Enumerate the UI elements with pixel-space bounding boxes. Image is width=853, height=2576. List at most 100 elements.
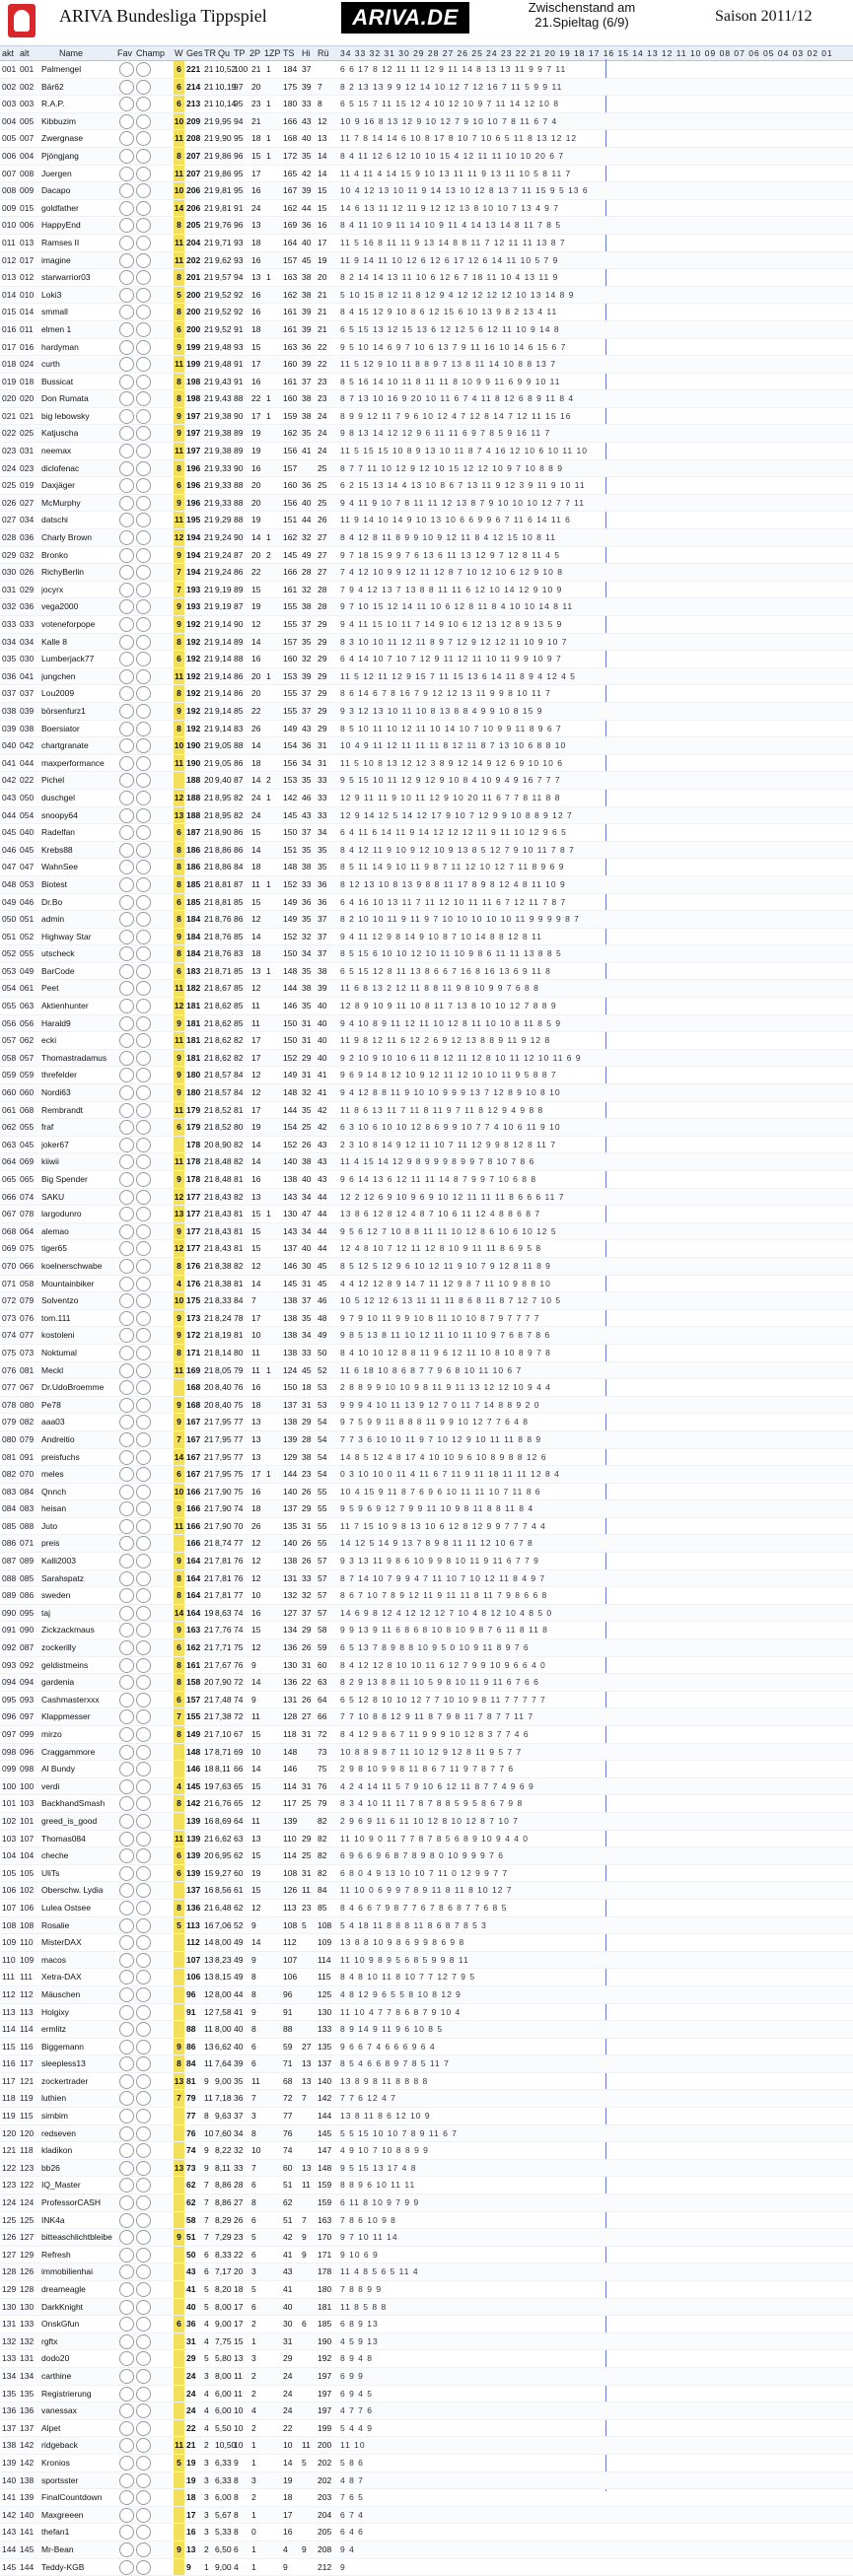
cell-name[interactable]: Bronko (41, 550, 112, 560)
col-w[interactable]: W (175, 48, 183, 58)
col-ges[interactable]: Ges (186, 48, 203, 58)
cell-name[interactable]: McMurphy (41, 498, 112, 508)
cell-name[interactable]: FinalCountdown (41, 2492, 112, 2502)
cell-name[interactable]: sleepless13 (41, 2058, 112, 2068)
cell-name[interactable]: Kalli2003 (41, 1556, 112, 1566)
cell-name[interactable]: kostoleni (41, 1330, 112, 1340)
cell-name[interactable]: joker67 (41, 1140, 112, 1149)
cell-name[interactable]: rgftx (41, 2336, 112, 2346)
cell-name[interactable]: Registrierung (41, 2389, 112, 2399)
cell-name[interactable]: Noktumal (41, 1348, 112, 1358)
cell-name[interactable]: Maxgreeen (41, 2510, 112, 2520)
cell-name[interactable]: Zickzackmaus (41, 1625, 112, 1635)
cell-name[interactable]: Klappmesser (41, 1711, 112, 1721)
cell-name[interactable]: kiiwii (41, 1156, 112, 1166)
cell-name[interactable]: DarkKnight (41, 2302, 112, 2312)
cell-name[interactable]: chartgranate (41, 740, 112, 750)
cell-name[interactable]: kladikon (41, 2145, 112, 2155)
cell-name[interactable]: big lebowsky (41, 411, 112, 421)
col-hi[interactable]: Hi (302, 48, 311, 58)
cell-name[interactable]: Kronios (41, 2458, 112, 2468)
cell-name[interactable]: ermlitz (41, 2024, 112, 2034)
cell-name[interactable]: Lumberjack77 (41, 654, 112, 663)
cell-name[interactable]: dodo20 (41, 2353, 112, 2363)
cell-name[interactable]: carthine (41, 2371, 112, 2381)
cell-name[interactable]: Krebs88 (41, 845, 112, 855)
cell-name[interactable]: koelnerschwabe (41, 1261, 112, 1271)
cell-name[interactable]: Don Rumata (41, 393, 112, 403)
cell-name[interactable]: Boersiator (41, 724, 112, 733)
cell-name[interactable]: greed_is_good (41, 1816, 112, 1826)
cell-name[interactable]: Craggammore (41, 1747, 112, 1757)
cell-name[interactable]: heisan (41, 1503, 112, 1513)
cell-name[interactable]: Xetra-DAX (41, 1972, 112, 1982)
cell-name[interactable]: Peet (41, 983, 112, 993)
cell-name[interactable]: börsenfurz1 (41, 706, 112, 716)
cell-name[interactable]: ridgeback (41, 2440, 112, 2450)
cell-name[interactable]: aaa03 (41, 1417, 112, 1427)
cell-name[interactable]: thefan1 (41, 2527, 112, 2537)
cell-name[interactable]: BackhandSmash (41, 1798, 112, 1808)
cell-name[interactable]: bb26 (41, 2163, 112, 2173)
cell-name[interactable]: Qnnch (41, 1487, 112, 1497)
cell-name[interactable]: cheche (41, 1850, 112, 1860)
cell-name[interactable]: SAKU (41, 1192, 112, 1202)
cell-name[interactable]: Holgixy (41, 2007, 112, 2017)
cell-name[interactable]: alemao (41, 1226, 112, 1236)
cell-name[interactable]: snoopy64 (41, 810, 112, 820)
cell-name[interactable]: sweden (41, 1590, 112, 1600)
col-2p[interactable]: 2P (249, 48, 260, 58)
cell-name[interactable]: jocyrx (41, 585, 112, 594)
cell-name[interactable]: datschi (41, 515, 112, 524)
cell-name[interactable]: Dacapo (41, 185, 112, 195)
cell-name[interactable]: Daxjäger (41, 480, 112, 490)
cell-name[interactable]: UliTs (41, 1868, 112, 1878)
cell-name[interactable]: duschgel (41, 793, 112, 802)
cell-name[interactable]: Kalle 8 (41, 637, 112, 647)
cell-name[interactable]: Mäuschen (41, 1989, 112, 1999)
cell-name[interactable]: Dr.Bo (41, 897, 112, 907)
cell-name[interactable]: geldistmeins (41, 1660, 112, 1670)
cell-name[interactable]: Loki3 (41, 290, 112, 300)
cell-name[interactable]: jungchen (41, 671, 112, 681)
cell-name[interactable]: Biotest (41, 879, 112, 889)
cell-name[interactable]: redseven (41, 2128, 112, 2138)
cell-name[interactable]: imagine (41, 255, 112, 265)
cell-name[interactable]: admin (41, 914, 112, 924)
cell-name[interactable]: Rosalie (41, 1920, 112, 1930)
cell-name[interactable]: smmall (41, 307, 112, 316)
cell-name[interactable]: Andreitio (41, 1434, 112, 1444)
cell-name[interactable]: ecki (41, 1035, 112, 1045)
cell-name[interactable]: bitteaschlichtbleiben (41, 2232, 112, 2242)
cell-name[interactable]: Teddy-KGB (41, 2562, 112, 2572)
cell-name[interactable]: MisterDAX (41, 1937, 112, 1947)
cell-name[interactable]: R.A.P. (41, 99, 112, 108)
cell-name[interactable]: starwarrior03 (41, 272, 112, 282)
cell-name[interactable]: Mr-Bean (41, 2544, 112, 2554)
cell-name[interactable]: Juergen (41, 169, 112, 178)
cell-name[interactable]: utscheck (41, 948, 112, 958)
cell-name[interactable]: HappyEnd (41, 220, 112, 230)
cell-name[interactable]: Dr.UdoBroemme (41, 1382, 112, 1392)
cell-name[interactable]: Refresh (41, 2250, 112, 2260)
cell-name[interactable]: Rembrandt (41, 1105, 112, 1115)
cell-name[interactable]: Harald9 (41, 1018, 112, 1028)
cell-name[interactable]: INK4a (41, 2215, 112, 2225)
cell-name[interactable]: OnskGfun (41, 2319, 112, 2329)
cell-name[interactable]: Pichel (41, 775, 112, 785)
cell-name[interactable]: preisfuchs (41, 1452, 112, 1462)
cell-name[interactable]: Kibbuzim (41, 116, 112, 126)
cell-name[interactable]: voteneforpope (41, 619, 112, 629)
cell-name[interactable]: maxperformance (41, 758, 112, 768)
cell-name[interactable]: Aktienhunter (41, 1001, 112, 1010)
cell-name[interactable]: Ramses II (41, 238, 112, 247)
cell-name[interactable]: BarCode (41, 966, 112, 976)
cell-name[interactable]: WahnSee (41, 862, 112, 871)
cell-name[interactable]: tom.111 (41, 1313, 112, 1323)
cell-name[interactable]: vanessax (41, 2405, 112, 2415)
cell-name[interactable]: threfelder (41, 1070, 112, 1079)
cell-name[interactable]: Big Spender (41, 1174, 112, 1184)
cell-name[interactable]: Oberschw. Lydia (41, 1885, 112, 1895)
cell-name[interactable]: simbim (41, 2111, 112, 2121)
cell-name[interactable]: Nordi63 (41, 1087, 112, 1097)
